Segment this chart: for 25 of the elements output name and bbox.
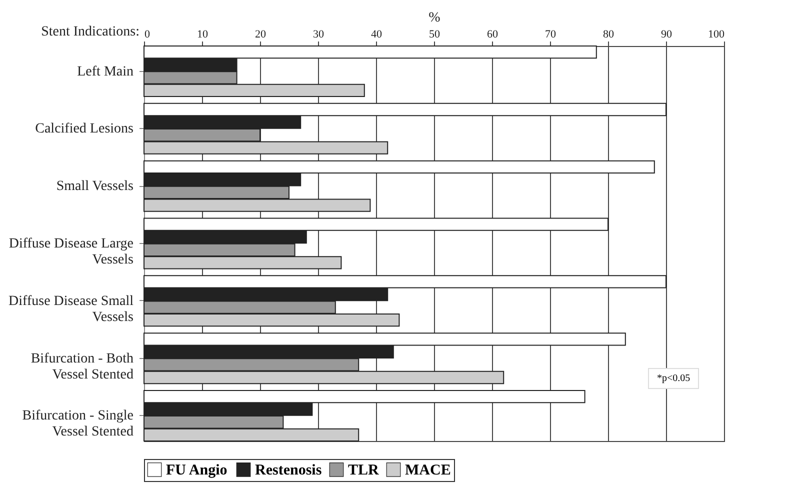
x-tick-label: 80	[603, 28, 614, 40]
legend-label: MACE	[405, 462, 451, 479]
y-axis-title: Stent Indications:	[41, 24, 140, 40]
x-tick-label: 10	[197, 28, 208, 40]
x-tick-label: 70	[545, 28, 556, 40]
y-tick-label: Diffuse Disease Large Vessels	[8, 236, 134, 268]
legend-label: FU Angio	[166, 462, 228, 479]
x-tick-label: 50	[429, 28, 440, 40]
y-tick-label: Bifurcation - Single Vessel Stented	[22, 408, 134, 440]
y-tick-label: Small Vessels	[56, 179, 134, 194]
x-tick-label: 60	[487, 28, 498, 40]
y-tick-label: Diffuse Disease Small Vessels	[8, 294, 134, 325]
x-tick-label: 30	[313, 28, 324, 40]
legend-label: TLR	[348, 462, 380, 479]
x-tick-label: 20	[255, 28, 266, 40]
annotation: *p<0.05	[648, 368, 700, 389]
x-tick-label: 100	[708, 28, 725, 40]
y-tick-label: Left Main	[77, 64, 134, 80]
x-axis-title: %	[428, 10, 441, 26]
legend-label: Restenosis	[255, 462, 322, 479]
y-tick-label: Calcified Lesions	[35, 122, 134, 137]
y-tick-label: Bifurcation - Both Vessel Stented	[30, 351, 134, 382]
x-tick-label: 90	[661, 28, 672, 40]
x-tick-label: 0	[144, 28, 150, 40]
x-tick-label: 40	[371, 28, 382, 40]
